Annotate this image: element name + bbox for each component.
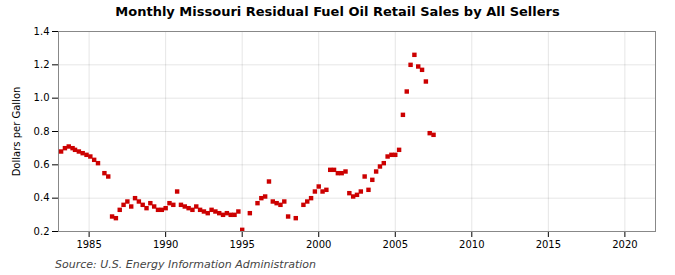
svg-text:2010: 2010 bbox=[459, 239, 484, 250]
svg-text:2020: 2020 bbox=[612, 239, 637, 250]
svg-text:0.4: 0.4 bbox=[34, 192, 50, 203]
svg-text:1990: 1990 bbox=[153, 239, 178, 250]
svg-text:2000: 2000 bbox=[306, 239, 331, 250]
html-text:Monthly Missouri Residual Fuel: Monthly Missouri Residual Fuel Oil Retai… bbox=[115, 4, 560, 19]
svg-text:1.2: 1.2 bbox=[34, 59, 50, 70]
svg-text:2015: 2015 bbox=[536, 239, 561, 250]
svg-text:1.4: 1.4 bbox=[34, 26, 50, 37]
html-text:Source: U.S. Energy Informatio: Source: U.S. Energy Information Administ… bbox=[55, 258, 316, 271]
svg-text:2005: 2005 bbox=[383, 239, 408, 250]
svg-text:Dollars per Gallon: Dollars per Gallon bbox=[11, 87, 22, 177]
svg-text:1.0: 1.0 bbox=[34, 92, 50, 103]
svg-text:0.6: 0.6 bbox=[34, 159, 50, 170]
svg-text:1985: 1985 bbox=[76, 239, 101, 250]
svg-text:0.2: 0.2 bbox=[34, 226, 50, 237]
svg-text:0.8: 0.8 bbox=[34, 126, 50, 137]
svg-text:1995: 1995 bbox=[229, 239, 254, 250]
